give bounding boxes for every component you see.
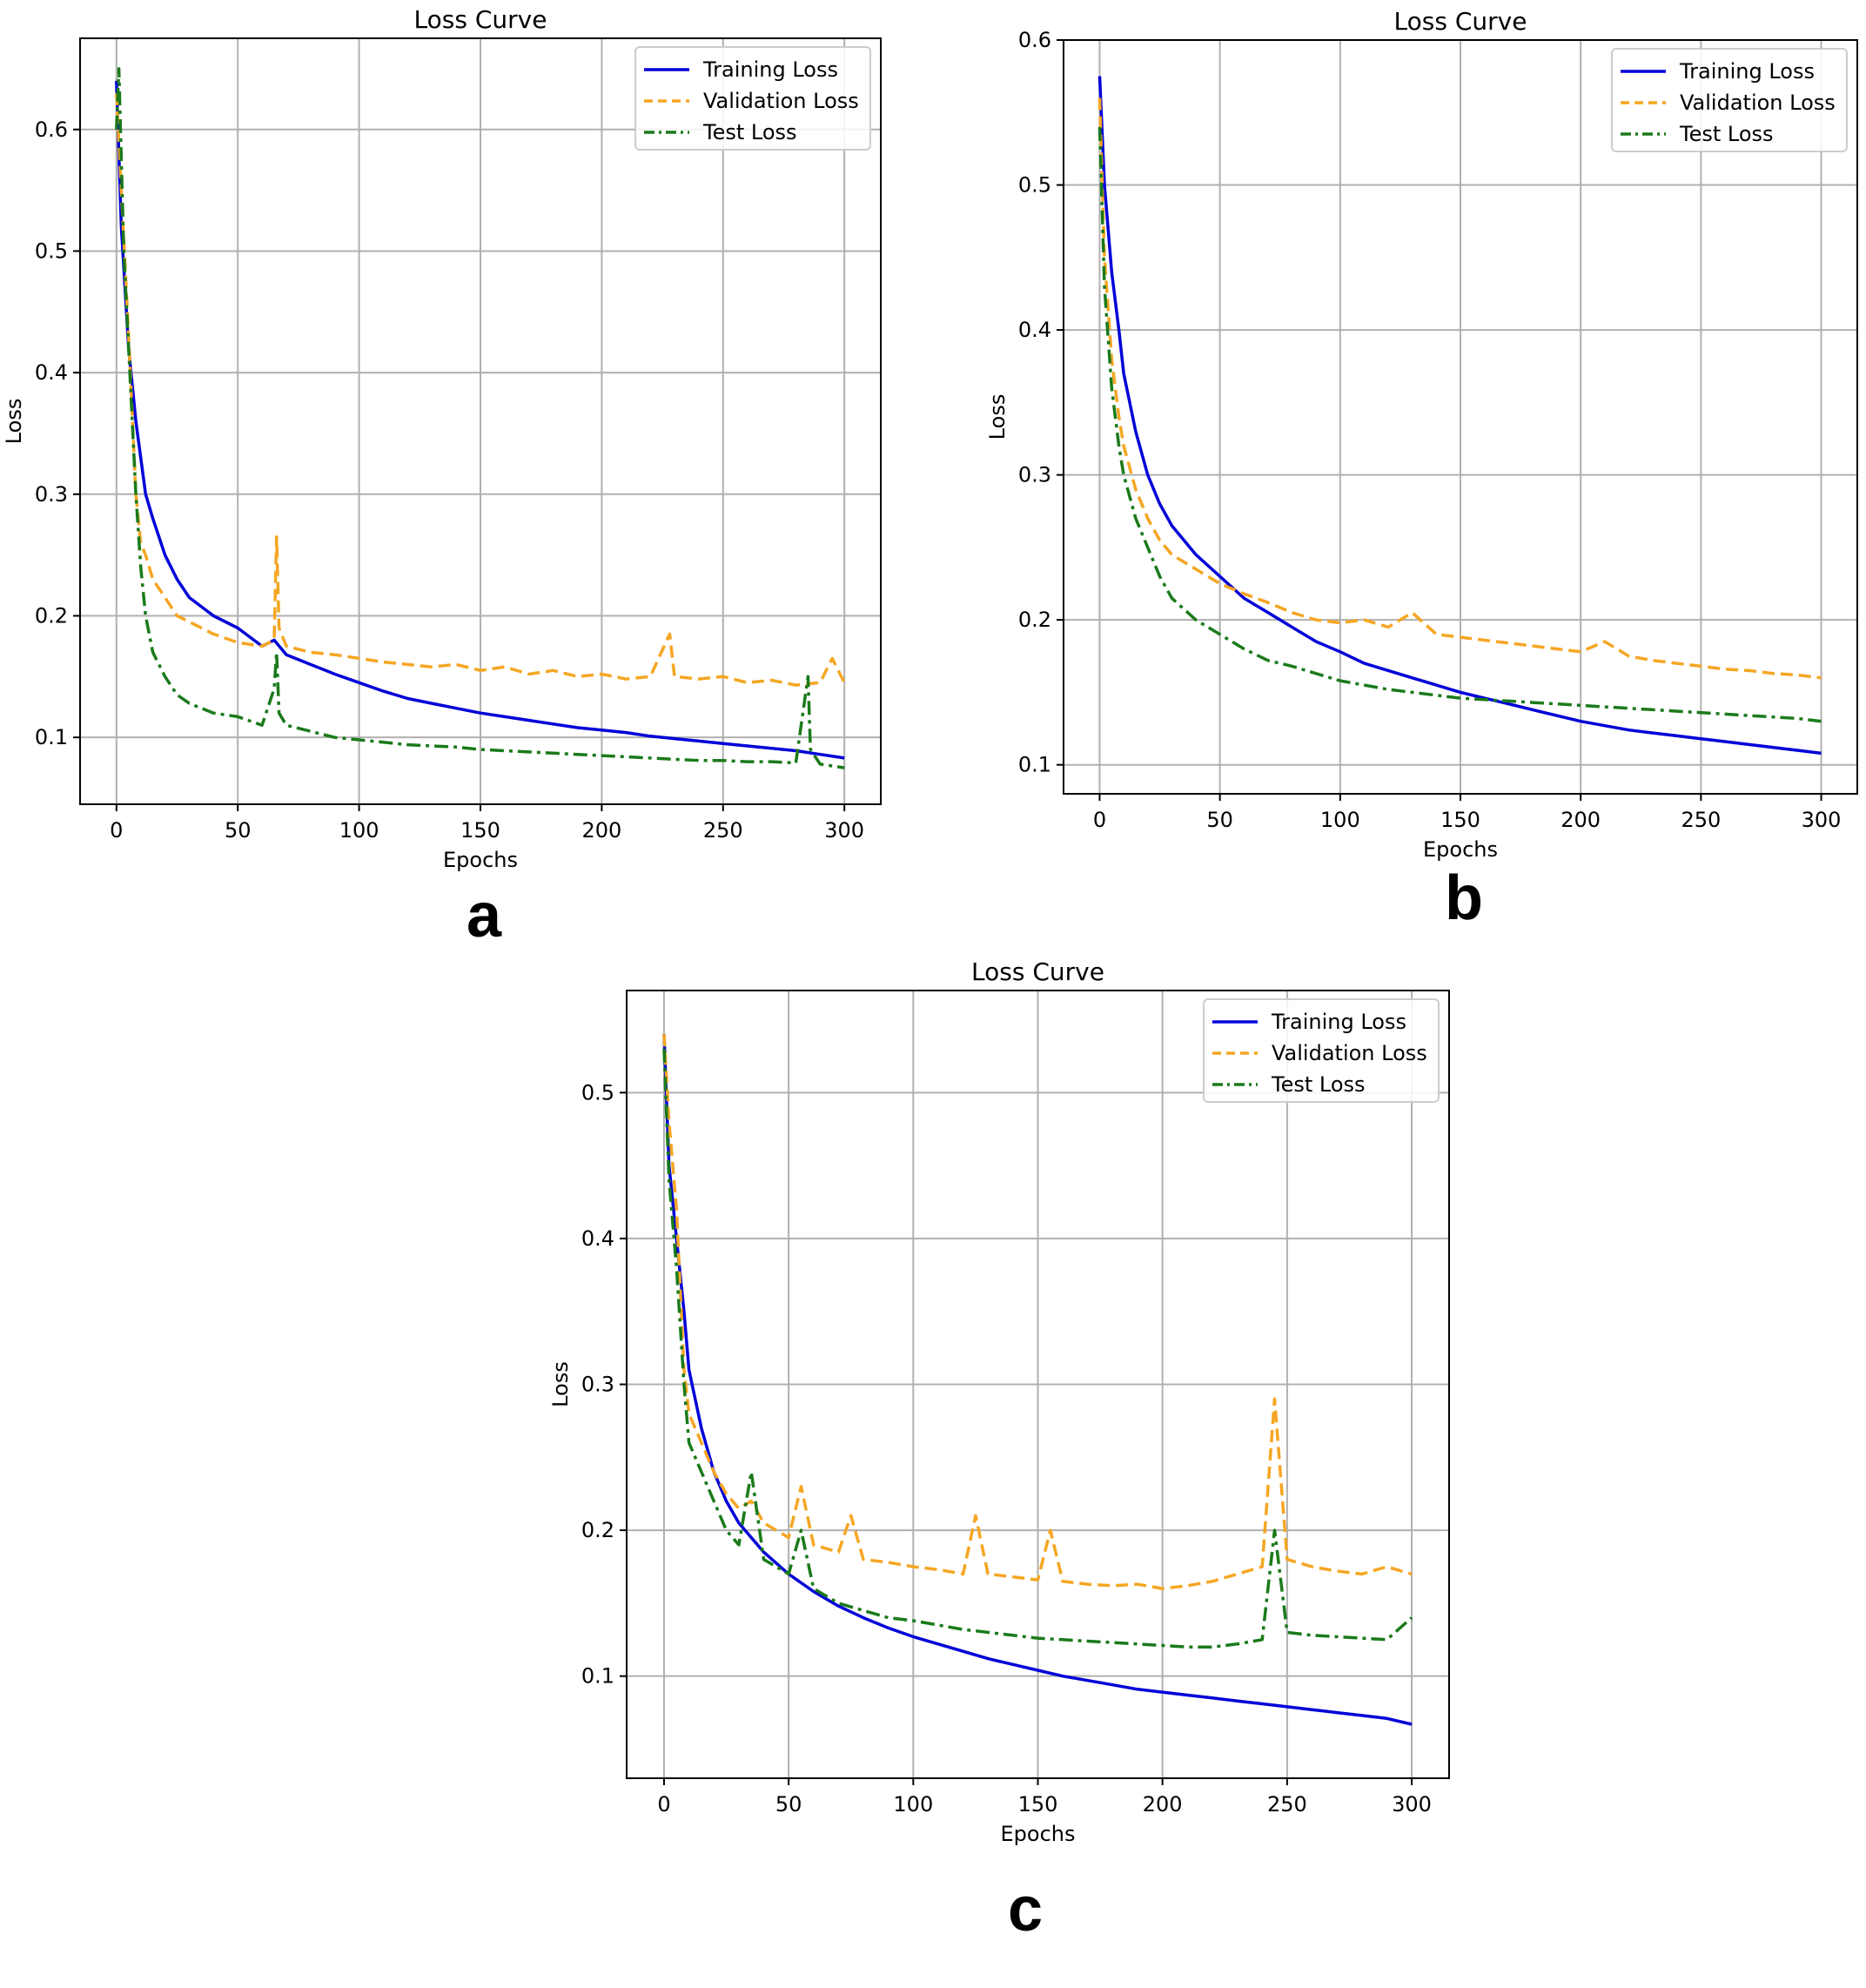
- legend-entry: Validation Loss: [703, 89, 859, 113]
- legend: Training Loss Validation Loss Test Loss: [634, 46, 871, 151]
- x-tick-label: 0: [657, 1792, 670, 1817]
- x-tick-label: 200: [581, 818, 621, 843]
- y-tick-label: 0.6: [35, 118, 68, 142]
- x-tick-label: 50: [225, 818, 252, 843]
- legend-entry: Test Loss: [1271, 1072, 1366, 1097]
- chart-panel-a: 0 50 100 150 200 250 300 0.1 0.2 0.3 0.4 0.5 0.6 Loss…: [2, 5, 882, 872]
- series-line-training-loss: [115, 80, 845, 760]
- x-tick-label: 250: [1681, 808, 1721, 832]
- y-axis-label: Loss: [985, 394, 1010, 440]
- legend-entry: Training Loss: [702, 57, 838, 82]
- y-tick-label: 0.2: [1018, 608, 1051, 632]
- chart-title: Loss Curve: [971, 957, 1104, 986]
- chart-panel-c: 0 50 100 150 200 250 300 0.1 0.2 0.3 0.4 0.5 Loss Cu…: [548, 957, 1450, 1846]
- y-tick-label: 0.1: [1018, 753, 1051, 777]
- y-tick-label: 0.3: [1018, 463, 1051, 487]
- x-tick-label: 200: [1143, 1792, 1183, 1817]
- y-tick-label: 0.1: [35, 725, 68, 749]
- x-tick-label: 100: [893, 1792, 933, 1817]
- y-tick-label: 0.4: [1018, 318, 1051, 342]
- legend-box: [1203, 998, 1440, 1103]
- panel-label-c: c: [1008, 1875, 1044, 1944]
- y-tick-label: 0.2: [581, 1518, 614, 1542]
- axes-frame: [79, 37, 882, 805]
- legend-box: [634, 46, 871, 151]
- legend-entry: Training Loss: [1679, 59, 1815, 84]
- panel-label-b: b: [1445, 863, 1483, 933]
- x-tick-label: 200: [1561, 808, 1601, 832]
- x-tick-label: 300: [1392, 1792, 1432, 1817]
- legend-entry: Validation Loss: [1272, 1041, 1427, 1065]
- y-tick-label: 0.5: [35, 238, 68, 263]
- chart-title: Loss Curve: [414, 5, 547, 34]
- series-line-training-loss: [1097, 76, 1822, 756]
- x-tick-label: 150: [1440, 808, 1480, 832]
- legend-entry: Validation Loss: [1680, 91, 1836, 115]
- x-tick-label: 250: [1267, 1792, 1307, 1817]
- x-tick-label: 150: [1018, 1792, 1058, 1817]
- x-tick-label: 150: [460, 818, 500, 843]
- y-tick-label: 0.3: [581, 1373, 614, 1397]
- x-tick-label: 300: [824, 818, 864, 843]
- y-tick-label: 0.4: [35, 360, 68, 385]
- legend: Training Loss Validation Loss Test Loss: [1203, 998, 1440, 1103]
- x-axis-label: Epochs: [1423, 837, 1498, 862]
- legend-entry: Test Loss: [1679, 122, 1774, 146]
- y-tick-label: 0.5: [581, 1080, 614, 1105]
- y-axis-label: Loss: [2, 399, 26, 445]
- y-tick-label: 0.2: [35, 603, 68, 628]
- legend: Training Loss Validation Loss Test Loss: [1611, 48, 1848, 152]
- x-tick-label: 300: [1802, 808, 1842, 832]
- y-tick-label: 0.3: [35, 482, 68, 507]
- series-line-validation-loss: [662, 1034, 1413, 1590]
- legend-entry: Training Loss: [1271, 1010, 1406, 1034]
- series-line-test-loss: [115, 67, 845, 769]
- axes-frame: [1063, 39, 1858, 795]
- legend-box: [1611, 48, 1848, 152]
- chart-title: Loss Curve: [1394, 7, 1527, 36]
- x-axis-label: Epochs: [1001, 1822, 1076, 1846]
- y-axis-label: Loss: [548, 1361, 573, 1407]
- panel-label-a: a: [466, 881, 502, 950]
- y-tick-label: 0.5: [1018, 173, 1051, 198]
- axes-frame: [626, 990, 1450, 1779]
- chart-panel-b: 0 50 100 150 200 250 300 0.1 0.2 0.3 0.4 0.5 0.6 Loss…: [985, 7, 1858, 862]
- series-line-validation-loss: [115, 92, 846, 687]
- y-tick-label: 0.1: [581, 1664, 614, 1689]
- x-tick-label: 0: [110, 818, 123, 843]
- x-tick-label: 0: [1093, 808, 1106, 832]
- x-tick-label: 100: [339, 818, 379, 843]
- x-tick-label: 50: [775, 1792, 802, 1817]
- x-tick-label: 50: [1206, 808, 1233, 832]
- legend-entry: Test Loss: [702, 120, 797, 144]
- series-line-test-loss: [1097, 126, 1822, 723]
- x-tick-label: 250: [703, 818, 743, 843]
- x-axis-label: Epochs: [443, 848, 518, 872]
- series-line-validation-loss: [1097, 97, 1822, 680]
- series-line-training-loss: [662, 1034, 1413, 1726]
- x-tick-label: 100: [1320, 808, 1360, 832]
- y-tick-label: 0.4: [581, 1226, 614, 1251]
- y-tick-label: 0.6: [1018, 28, 1051, 52]
